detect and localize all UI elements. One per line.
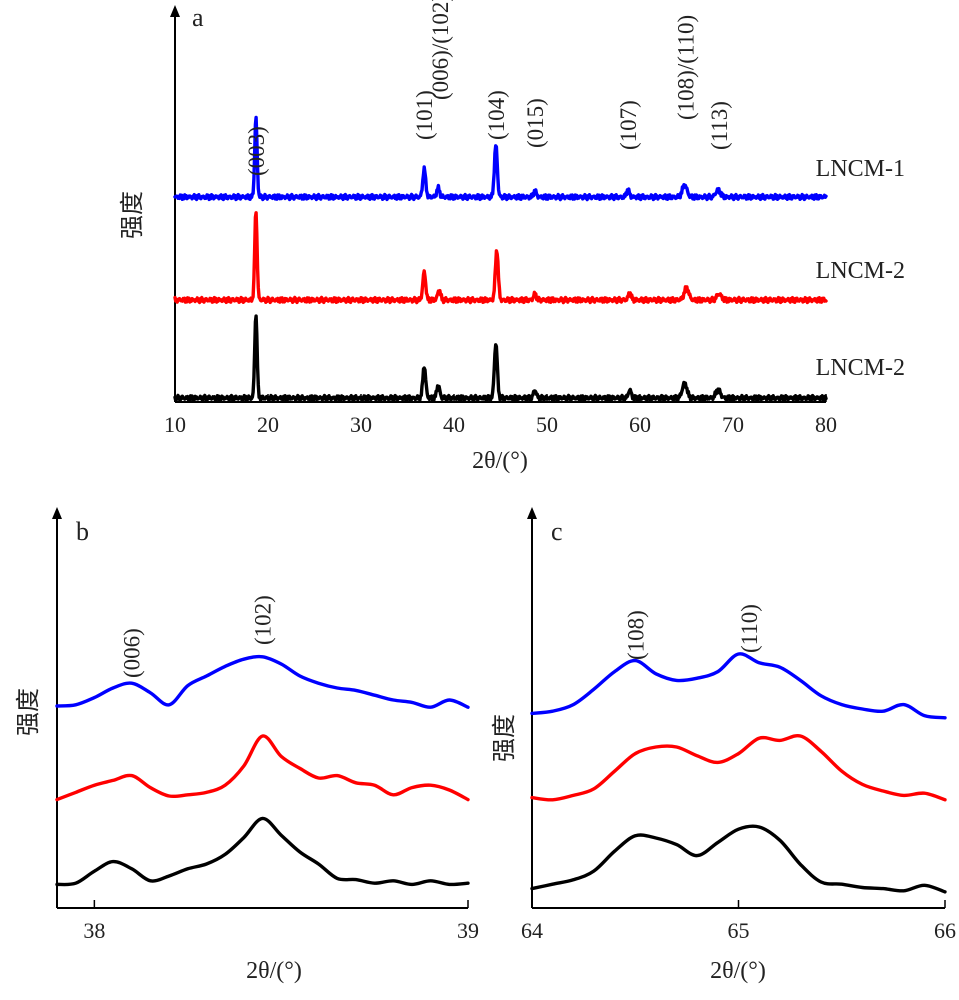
panel-c: c 强度 2θ/(°) 64 65 66 (108) (110) — [491, 507, 956, 984]
panel-b-ylabel: 强度 — [15, 688, 42, 736]
panel-a-peak-label-7: (113) — [707, 101, 732, 150]
panel-a-series-label-2: LNCM-2 — [816, 258, 905, 284]
panel-b-letter: b — [76, 517, 89, 546]
panel-c-peak-label-1: (110) — [737, 604, 762, 653]
panel-a-peak-label-0: (003) — [244, 126, 269, 176]
panel-c-peak-label-0: (108) — [623, 610, 648, 660]
panel-b-tick-label-38: 38 — [83, 918, 105, 943]
panel-a-series-3 — [173, 314, 828, 403]
panel-a-xlabel: 2θ/(°) — [472, 448, 528, 474]
panel-c-ylabel: 强度 — [491, 714, 518, 762]
panel-b-series-1 — [55, 654, 470, 709]
panel-a-tick-label-10: 10 — [164, 412, 186, 437]
panel-a-tick-label-40: 40 — [443, 412, 465, 437]
panel-a-series-label-3: LNCM-2 — [816, 355, 905, 381]
panel-a-tick-label-60: 60 — [629, 412, 651, 437]
panel-c-series-3 — [530, 824, 947, 894]
panel-c-series-2 — [530, 733, 947, 802]
panel-a-peak-label-6: (108)/(110) — [674, 15, 699, 120]
panel-a-ylabel: 强度 — [119, 191, 146, 239]
panel-a-tick-label-70: 70 — [722, 412, 744, 437]
panel-b-peak-label-1: (102) — [251, 595, 276, 645]
panel-a-tick-label-80: 80 — [815, 412, 837, 437]
panel-b-tick-label-39: 39 — [457, 918, 479, 943]
panel-c-tick-label-64: 64 — [521, 918, 543, 943]
panel-a-tick-label-50: 50 — [536, 412, 558, 437]
panel-c-letter: c — [551, 517, 563, 546]
panel-b-series-2 — [55, 734, 470, 802]
panel-a-series-label-1: LNCM-1 — [816, 156, 905, 182]
panel-c-xlabel: 2θ/(°) — [710, 958, 766, 984]
panel-c-series-1 — [530, 652, 947, 720]
panel-b: b 强度 2θ/(°) 38 39 (006) (102) — [15, 507, 479, 984]
panel-a-peak-label-3: (104) — [484, 90, 509, 140]
panel-b-peak-label-0: (006) — [120, 628, 145, 678]
panel-a: a 强度 2θ/(°) 10 20 30 40 50 60 70 80 (003)(101)(… — [119, 0, 905, 474]
panel-a-letter: a — [192, 3, 204, 32]
panel-a-tick-label-30: 30 — [350, 412, 372, 437]
panel-a-peak-label-4: (015) — [523, 98, 548, 148]
panel-a-peak-label-5: (107) — [616, 100, 641, 150]
panel-a-peak-label-1: (101) — [412, 90, 437, 140]
panel-a-peak-label-2: (006)/(102) — [428, 0, 453, 100]
panel-a-tick-label-20: 20 — [257, 412, 279, 437]
panel-b-series-3 — [55, 816, 470, 887]
panel-a-series-2 — [173, 211, 828, 305]
panel-a-series-1 — [173, 115, 828, 202]
panel-b-xlabel: 2θ/(°) — [246, 958, 302, 984]
panel-c-tick-label-65: 65 — [728, 918, 750, 943]
panel-c-tick-label-66: 66 — [934, 918, 956, 943]
